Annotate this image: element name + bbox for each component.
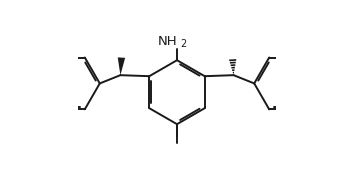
- Text: NH: NH: [158, 35, 177, 48]
- Polygon shape: [118, 57, 125, 75]
- Text: 2: 2: [181, 39, 187, 49]
